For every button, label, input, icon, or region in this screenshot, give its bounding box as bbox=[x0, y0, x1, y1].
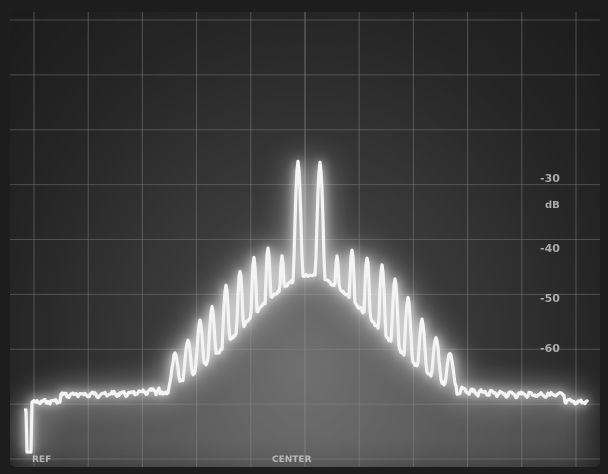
scale-label-minus-40: -40 bbox=[540, 242, 560, 255]
ref-label: REF bbox=[32, 455, 51, 465]
center-label: CENTER bbox=[272, 455, 312, 465]
scale-label-minus-50: -50 bbox=[540, 292, 560, 305]
spectrum-haze bbox=[24, 161, 588, 467]
spectrum-display: REF CENTER -30 dB -40 -50 -60 bbox=[10, 12, 600, 467]
scale-label-minus-60: -60 bbox=[540, 342, 560, 355]
spectrum-analyzer-screen: REF CENTER -30 dB -40 -50 -60 bbox=[10, 12, 600, 467]
scale-label-minus-30: -30 bbox=[540, 172, 560, 185]
spectrum-trace bbox=[23, 159, 590, 454]
scale-unit-db: dB bbox=[545, 200, 560, 211]
